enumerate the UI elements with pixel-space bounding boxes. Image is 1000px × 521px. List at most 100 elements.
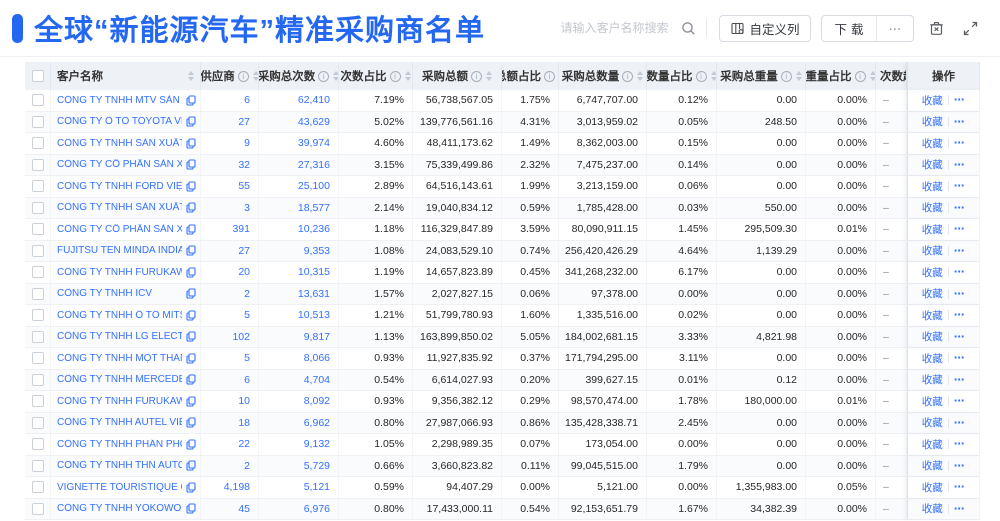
customer-name-link[interactable]: CÔNG TY CỔ PHẦN SẢN XUẤT... — [57, 223, 182, 235]
row-checkbox[interactable] — [31, 94, 44, 107]
purchase-count-link[interactable]: 10,315 — [259, 262, 339, 283]
custom-columns-button[interactable]: 自定义列 — [719, 14, 812, 42]
supplier-count-link[interactable]: 22 — [201, 434, 259, 455]
copy-icon[interactable] — [186, 224, 196, 235]
column-header-amount_pct[interactable]: 总额占比i — [502, 62, 559, 90]
sort-icon[interactable] — [795, 71, 802, 81]
copy-icon[interactable] — [186, 267, 196, 278]
search-icon[interactable] — [681, 21, 696, 36]
supplier-count-link[interactable]: 102 — [201, 326, 259, 347]
info-icon[interactable]: i — [471, 70, 482, 82]
row-checkbox[interactable] — [31, 352, 44, 365]
row-checkbox[interactable] — [31, 180, 44, 193]
column-header-weight[interactable]: 采购总重量 i — [717, 62, 806, 90]
copy-icon[interactable] — [186, 181, 196, 192]
row-more-button[interactable]: ⋯ — [953, 459, 966, 472]
sort-icon[interactable] — [252, 71, 258, 81]
row-checkbox[interactable] — [31, 158, 44, 171]
sort-icon[interactable] — [710, 71, 716, 81]
supplier-count-link[interactable]: 6 — [201, 90, 259, 111]
supplier-count-link[interactable]: 45 — [201, 498, 259, 519]
customer-name-link[interactable]: CÔNG TY CỔ PHẦN SẢN XUẤT... — [57, 159, 182, 171]
supplier-count-link[interactable]: 4,198 — [201, 477, 259, 498]
purchase-count-link[interactable]: 9,353 — [259, 240, 339, 261]
purchase-count-link[interactable]: 39,974 — [259, 133, 339, 154]
row-checkbox[interactable] — [31, 223, 44, 236]
row-more-button[interactable]: ⋯ — [953, 481, 966, 494]
row-checkbox[interactable] — [31, 416, 44, 429]
row-checkbox[interactable] — [31, 438, 44, 451]
column-header-qty_pct[interactable]: 数量占比 i — [647, 62, 717, 90]
info-icon[interactable]: i — [695, 70, 707, 82]
favorite-button[interactable]: 收藏 — [921, 460, 943, 473]
favorite-button[interactable]: 收藏 — [921, 374, 943, 387]
purchase-count-link[interactable]: 6,976 — [259, 498, 339, 519]
customer-name-link[interactable]: CÔNG TY TNHH ICV — [57, 288, 153, 300]
copy-icon[interactable] — [186, 460, 196, 471]
customer-name-link[interactable]: CÔNG TY TNHH MỘT THÀNH V... — [57, 352, 182, 364]
purchase-count-link[interactable]: 9,132 — [259, 434, 339, 455]
row-more-button[interactable]: ⋯ — [953, 115, 966, 128]
column-header-supplier[interactable]: 供应商 i — [201, 62, 259, 90]
favorite-button[interactable]: 收藏 — [921, 309, 943, 322]
row-checkbox[interactable] — [31, 459, 44, 472]
supplier-count-link[interactable]: 27 — [201, 240, 259, 261]
row-more-button[interactable]: ⋯ — [953, 223, 966, 236]
purchase-count-link[interactable]: 10,513 — [259, 305, 339, 326]
purchase-count-link[interactable]: 27,316 — [259, 154, 339, 175]
supplier-count-link[interactable]: 5 — [201, 348, 259, 369]
purchase-count-link[interactable]: 8,092 — [259, 391, 339, 412]
purchase-count-link[interactable]: 9,817 — [259, 326, 339, 347]
supplier-count-link[interactable]: 2 — [201, 455, 259, 476]
supplier-count-link[interactable]: 391 — [201, 219, 259, 240]
favorite-button[interactable]: 收藏 — [921, 417, 943, 430]
row-more-button[interactable]: ⋯ — [953, 309, 966, 322]
favorite-button[interactable]: 收藏 — [921, 137, 943, 150]
purchase-count-link[interactable]: 10,236 — [259, 219, 339, 240]
row-checkbox[interactable] — [31, 373, 44, 386]
row-more-button[interactable]: ⋯ — [953, 94, 966, 107]
favorite-button[interactable]: 收藏 — [921, 94, 943, 107]
purchase-count-link[interactable]: 5,121 — [259, 477, 339, 498]
favorite-button[interactable]: 收藏 — [921, 245, 943, 258]
download-more-button[interactable]: ⋯ — [875, 15, 914, 41]
row-more-button[interactable]: ⋯ — [953, 201, 966, 214]
row-more-button[interactable]: ⋯ — [953, 180, 966, 193]
row-checkbox[interactable] — [31, 287, 44, 300]
copy-icon[interactable] — [186, 482, 196, 493]
search-input[interactable] — [560, 21, 682, 35]
purchase-count-link[interactable]: 13,631 — [259, 283, 339, 304]
row-more-button[interactable]: ⋯ — [953, 395, 966, 408]
copy-icon[interactable] — [186, 288, 196, 299]
favorite-button[interactable]: 收藏 — [921, 159, 943, 172]
row-checkbox[interactable] — [31, 502, 44, 515]
copy-icon[interactable] — [186, 396, 196, 407]
column-header-name[interactable]: 客户名称 — [51, 62, 201, 90]
row-checkbox[interactable] — [31, 309, 44, 322]
supplier-count-link[interactable]: 6 — [201, 369, 259, 390]
purchase-count-link[interactable]: 5,729 — [259, 455, 339, 476]
download-button[interactable]: 下载 — [834, 22, 868, 37]
customer-name-link[interactable]: CÔNG TY TNHH FURUKAWA A... — [57, 395, 182, 407]
customer-name-link[interactable]: CÔNG TY TNHH SẢN XUẤT VÀ ... — [57, 137, 182, 149]
supplier-count-link[interactable]: 55 — [201, 176, 259, 197]
copy-icon[interactable] — [186, 331, 196, 342]
customer-name-link[interactable]: CÔNG TY TNHH SẢN XUẤT VÀ ... — [57, 202, 182, 214]
favorite-button[interactable]: 收藏 — [921, 288, 943, 301]
delete-button[interactable] — [924, 16, 948, 40]
customer-name-link[interactable]: CÔNG TY TNHH AUTEL VIỆT N... — [57, 417, 182, 429]
info-icon[interactable]: i — [318, 70, 330, 82]
purchase-count-link[interactable]: 25,100 — [259, 176, 339, 197]
sort-icon[interactable] — [637, 71, 644, 81]
row-more-button[interactable]: ⋯ — [953, 158, 966, 171]
favorite-button[interactable]: 收藏 — [921, 352, 943, 365]
info-icon[interactable]: i — [780, 70, 792, 82]
favorite-button[interactable]: 收藏 — [921, 395, 943, 408]
row-checkbox[interactable] — [31, 137, 44, 150]
row-more-button[interactable]: ⋯ — [953, 330, 966, 343]
supplier-count-link[interactable]: 9 — [201, 133, 259, 154]
favorite-button[interactable]: 收藏 — [921, 180, 943, 193]
row-checkbox[interactable] — [31, 201, 44, 214]
row-more-button[interactable]: ⋯ — [953, 266, 966, 279]
favorite-button[interactable]: 收藏 — [921, 266, 943, 279]
